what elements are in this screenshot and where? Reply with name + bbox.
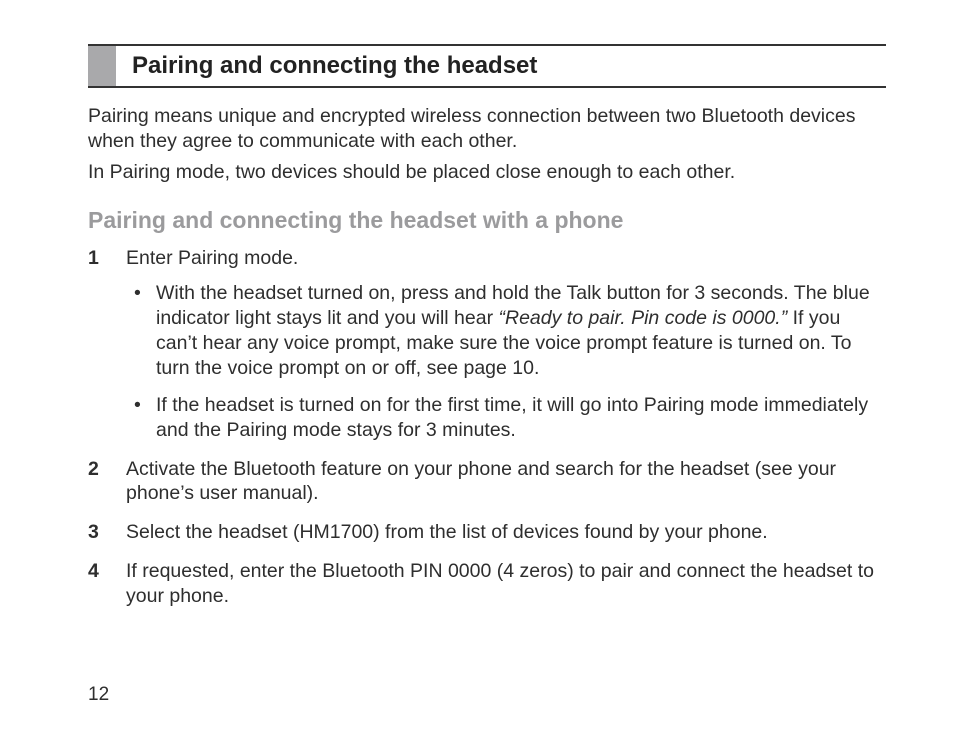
section-heading-bar: Pairing and connecting the headset xyxy=(88,44,886,88)
manual-page: Pairing and connecting the headset Pairi… xyxy=(0,0,954,742)
step-4: If requested, enter the Bluetooth PIN 00… xyxy=(88,559,886,609)
step-3: Select the headset (HM1700) from the lis… xyxy=(88,520,886,545)
heading-accent-block xyxy=(88,46,116,86)
step-1-bullets: With the headset turned on, press and ho… xyxy=(126,281,886,443)
intro-paragraph-2: In Pairing mode, two devices should be p… xyxy=(88,160,886,185)
step-2: Activate the Bluetooth feature on your p… xyxy=(88,457,886,507)
intro-paragraph-1: Pairing means unique and encrypted wirel… xyxy=(88,104,886,154)
intro-block: Pairing means unique and encrypted wirel… xyxy=(88,104,886,185)
steps-list: Enter Pairing mode. With the headset tur… xyxy=(88,246,886,609)
step-1: Enter Pairing mode. With the headset tur… xyxy=(88,246,886,443)
step-1-text: Enter Pairing mode. xyxy=(126,247,298,269)
step-1-bullet-2: If the headset is turned on for the firs… xyxy=(126,393,886,443)
step-1-bullet-1: With the headset turned on, press and ho… xyxy=(126,281,886,381)
subsection-heading: Pairing and connecting the headset with … xyxy=(88,207,886,234)
page-number: 12 xyxy=(88,684,109,706)
bullet-1-italic: “Ready to pair. Pin code is 0000.” xyxy=(499,307,788,329)
section-heading: Pairing and connecting the headset xyxy=(132,46,537,86)
